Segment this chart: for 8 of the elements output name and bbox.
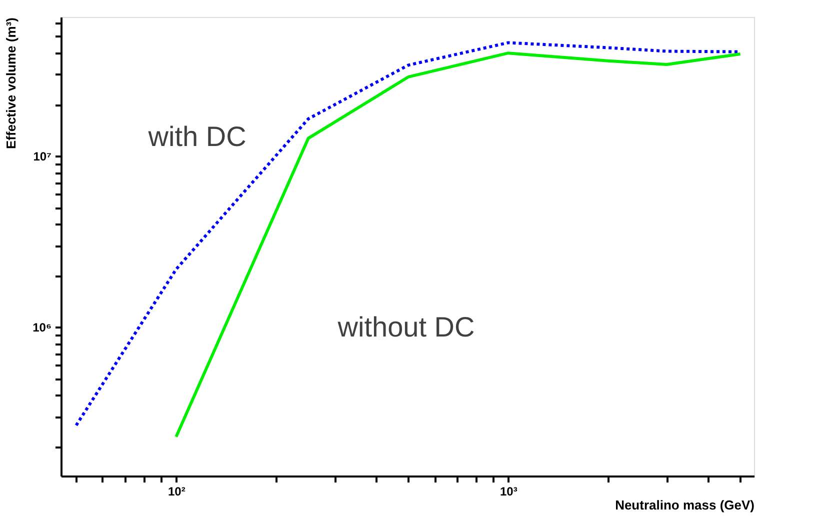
y-tick-label: 10⁷ [33, 150, 52, 164]
annotation: without DC [336, 311, 475, 342]
y-axis-title: Effective volume (m³) [4, 18, 19, 149]
x-axis-title: Neutralino mass (GeV) [615, 498, 754, 512]
x-tick-label: 10³ [500, 484, 518, 498]
annotation: with DC [147, 120, 246, 152]
y-tick-label: 10⁶ [32, 320, 52, 335]
x-tick-label: 10² [168, 484, 186, 498]
